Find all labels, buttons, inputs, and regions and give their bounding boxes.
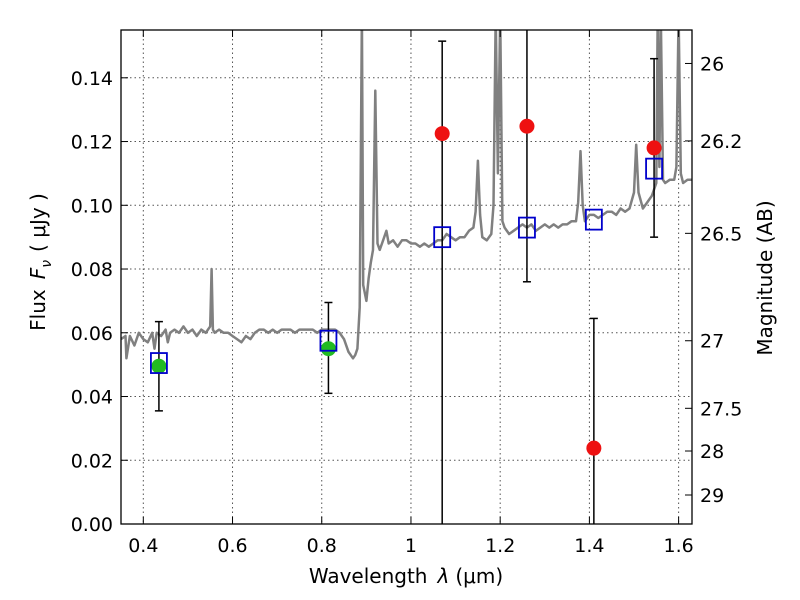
red-data-point [646,140,662,156]
marker-layer [150,118,663,456]
y-tick-label: 0.12 [71,132,113,154]
y-tick-label: 0.14 [71,68,113,90]
y-tick-label: 0.02 [71,450,113,472]
red-data-point [586,440,602,456]
x-tick-label: 0.6 [217,535,247,557]
model-square-marker [584,208,603,231]
model-square-marker [150,352,168,374]
x-tick-label: 0.8 [307,535,337,557]
magnitude-tick-label: 28 [700,441,724,463]
model-square-marker [645,157,663,180]
x-tick-label: 0.4 [128,535,158,557]
tick-layer: 0.4 0.6 0.8 1 1.2 1.4 1.6 0.00 0.02 0.04 0.06 0.08 0… [71,30,742,557]
grid-lines [121,30,692,524]
y-tick-label: 0.08 [71,259,113,281]
magnitude-tick-label: 26.5 [700,223,742,245]
y-tick-label: 0.06 [71,323,113,345]
magnitude-tick-label: 27.5 [700,398,742,420]
spectrum-layer [121,30,692,360]
red-data-point [434,126,450,142]
y-tick-label: 0.10 [71,195,113,217]
plot-frame [120,29,693,525]
x-tick-label: 1 [405,535,417,557]
magnitude-tick-label: 26 [700,53,724,75]
magnitude-tick-label: 29 [700,485,724,507]
x-axis-label: Wavelength λ (μm) [309,564,503,588]
red-data-point [519,118,535,134]
spectrum-line [121,30,692,360]
model-square-marker [433,226,452,249]
x-tick-label: 1.6 [664,535,694,557]
y-tick-label: 0.04 [71,387,113,409]
green-data-point [320,341,336,357]
magnitude-tick-label: 26.2 [700,131,742,153]
model-square-marker [518,216,536,239]
x-tick-label: 1.4 [574,535,604,557]
green-data-point [151,358,167,374]
y-tick-label: 0.00 [71,514,113,536]
right-axis-label: Magnitude (AB) [753,200,777,355]
errorbar-layer [154,30,659,524]
x-tick-label: 1.2 [485,535,515,557]
magnitude-tick-label: 27 [700,331,724,353]
y-axis-label: FluxFν( μJy ) [26,193,55,331]
model-square-marker [319,329,338,352]
